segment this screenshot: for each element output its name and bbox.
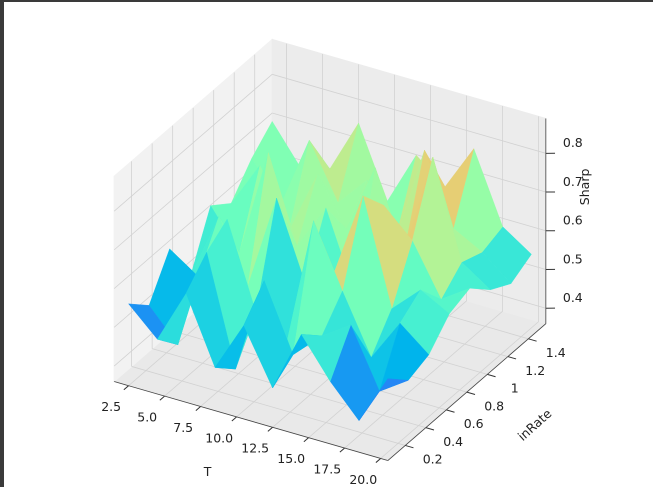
surface-patch xyxy=(301,324,352,382)
tick-mark xyxy=(375,458,381,463)
x-axis-label: T xyxy=(203,464,212,479)
tick-mark xyxy=(267,426,273,432)
tick-mark xyxy=(159,395,165,401)
tick-mark xyxy=(195,406,201,411)
tick-mark xyxy=(231,416,237,422)
tick-mark xyxy=(446,409,455,413)
grid-line xyxy=(272,112,546,193)
x-tick-label: 2.5 xyxy=(101,399,121,414)
y-tick-label: 1 xyxy=(511,381,519,396)
tick-mark xyxy=(303,437,309,443)
x-tick-label: 7.5 xyxy=(173,420,193,435)
axis-line xyxy=(387,323,547,461)
y-tick-label: 0.2 xyxy=(423,452,443,467)
x-tick-label: 20.0 xyxy=(349,472,377,487)
x-tick-label: 12.5 xyxy=(241,441,269,456)
surface-patch xyxy=(358,378,409,421)
axis-line xyxy=(114,381,388,461)
y-tick-label: 0.6 xyxy=(464,416,484,431)
tick-mark xyxy=(466,391,476,395)
z-axis-label: Sharp xyxy=(577,169,592,206)
tick-mark xyxy=(405,444,414,449)
z-tick-label: 0.6 xyxy=(563,213,583,228)
grid-line xyxy=(113,74,273,212)
x-tick-label: 5.0 xyxy=(137,409,157,424)
y-tick-label: 0.4 xyxy=(443,434,463,449)
y-axis-label: inRate xyxy=(515,406,555,444)
window-frame xyxy=(0,0,4,487)
z-tick-label: 0.7 xyxy=(563,174,583,189)
x-tick-label: 10.0 xyxy=(205,430,233,445)
grid-line xyxy=(131,366,406,446)
tick-mark xyxy=(487,373,496,378)
grid-line xyxy=(152,348,426,429)
tick-mark xyxy=(123,385,129,391)
tick-mark xyxy=(507,356,517,360)
y-tick-label: 1.2 xyxy=(525,363,545,378)
window-frame xyxy=(0,0,653,2)
x-tick-label: 17.5 xyxy=(313,461,341,476)
z-tick-label: 0.4 xyxy=(563,290,583,305)
grid-line xyxy=(113,112,273,251)
tick-mark xyxy=(425,427,435,431)
y-tick-label: 1.4 xyxy=(546,345,566,360)
grid-line xyxy=(272,73,546,154)
x-tick-label: 15.0 xyxy=(277,451,305,466)
tick-mark xyxy=(339,447,345,453)
y-tick-label: 0.8 xyxy=(484,398,504,413)
tick-mark xyxy=(528,338,537,342)
z-tick-label: 0.8 xyxy=(563,135,583,150)
z-tick-label: 0.5 xyxy=(563,251,583,266)
